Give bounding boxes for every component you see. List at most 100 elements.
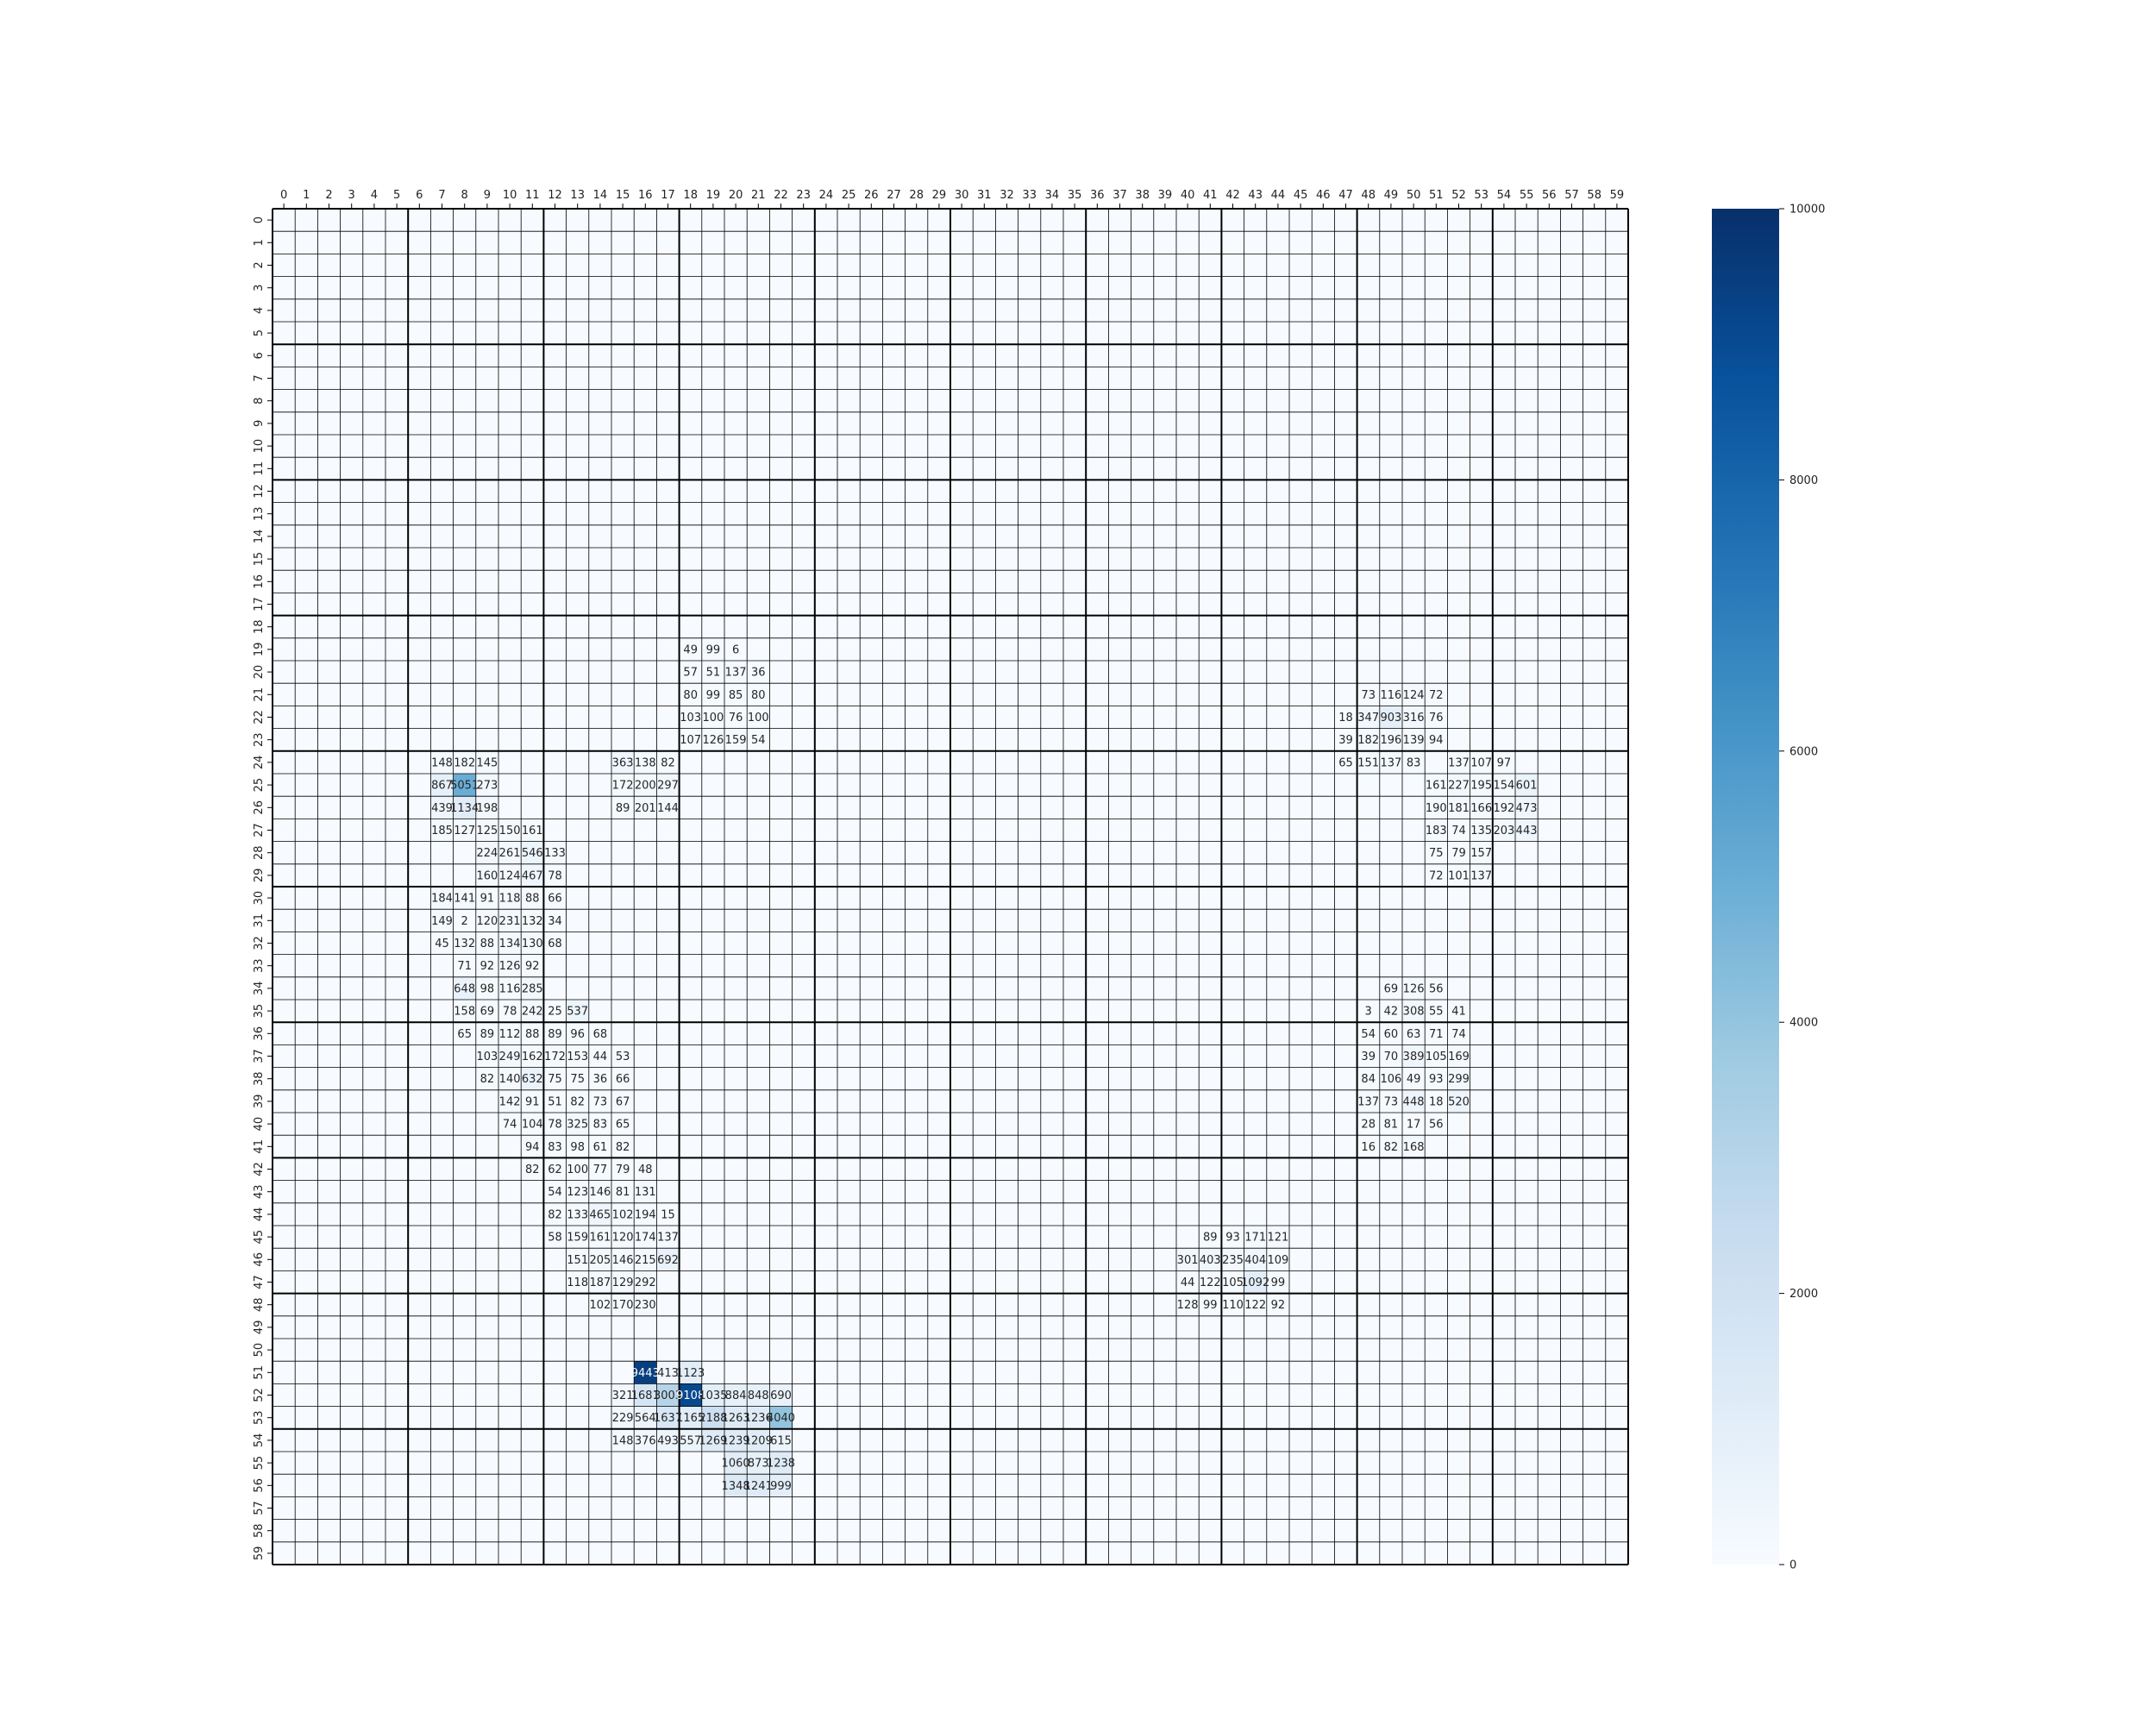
heatmap-cell [430, 796, 454, 819]
cell-value-label: 376 [635, 1434, 656, 1447]
x-tick-label: 5 [393, 189, 400, 202]
cell-value-label: 57 [683, 667, 698, 680]
heatmap-cell [521, 1067, 544, 1090]
cell-value-label: 122 [1244, 1299, 1266, 1312]
x-tick-label: 24 [819, 189, 834, 202]
cell-value-label: 194 [635, 1208, 656, 1221]
heatmap-cell [1221, 1226, 1244, 1249]
x-tick-label: 15 [616, 189, 630, 202]
cell-value-label: 17 [1407, 1119, 1421, 1132]
cell-value-label: 162 [522, 1051, 543, 1063]
cell-value-label: 66 [616, 1073, 630, 1086]
cell-value-label: 60 [1384, 1028, 1399, 1041]
heatmap-cell [521, 954, 544, 977]
cell-value-label: 89 [480, 1028, 495, 1041]
x-tick-label: 4 [371, 189, 378, 202]
heatmap-cell [430, 819, 454, 842]
cell-value-label: 112 [499, 1028, 521, 1041]
heatmap-cell [566, 1226, 589, 1249]
y-tick-label: 36 [253, 1026, 266, 1041]
heatmap-cell [1425, 1089, 1448, 1113]
cell-value-label: 75 [570, 1073, 585, 1086]
x-tick-label: 27 [887, 189, 901, 202]
heatmap-cell [1425, 774, 1448, 797]
cell-value-label: 292 [635, 1276, 656, 1289]
x-tick-label: 32 [1000, 189, 1014, 202]
heatmap-cell [656, 750, 680, 774]
heatmap-cell [543, 863, 567, 887]
y-tick-label: 28 [253, 845, 266, 860]
cell-value-label: 183 [1426, 825, 1447, 837]
heatmap-cell [1425, 1000, 1448, 1023]
cell-value-label: 70 [1384, 1051, 1399, 1063]
cell-value-label: 68 [593, 1028, 608, 1041]
cell-value-label: 145 [476, 756, 498, 769]
cell-value-label: 297 [657, 780, 679, 793]
cell-value-label: 78 [548, 1119, 562, 1132]
y-tick-label: 55 [253, 1456, 266, 1471]
heatmap-cell [498, 863, 522, 887]
heatmap-cell [543, 1202, 567, 1226]
cell-value-label: 99 [706, 689, 721, 702]
heatmap-cell [543, 1022, 567, 1045]
heatmap-cell [1402, 728, 1426, 751]
cell-value-label: 363 [612, 756, 634, 769]
heatmap-cell [1402, 1113, 1426, 1136]
heatmap-cell [1221, 1248, 1244, 1271]
heatmap-cell [1447, 1022, 1470, 1045]
colorbar: 0 2000 4000 6000 8000 10000 [1712, 204, 1825, 1572]
cell-value-label: 1035 [699, 1389, 727, 1402]
cell-value-label: 121 [1267, 1232, 1288, 1245]
cell-value-label: 129 [612, 1276, 634, 1289]
cell-value-label: 75 [1429, 847, 1444, 860]
heatmap-cell [521, 976, 544, 1000]
heatmap-cell [634, 1428, 657, 1452]
cell-value-label: 36 [593, 1073, 608, 1086]
heatmap-cell [1379, 1044, 1402, 1068]
cell-value-label: 127 [454, 825, 475, 837]
y-tick-label: 54 [253, 1433, 266, 1448]
heatmap-cell [475, 819, 498, 842]
heatmap-cell [521, 1157, 544, 1181]
heatmap-cell [1176, 1248, 1200, 1271]
cell-value-label: 93 [1429, 1073, 1444, 1086]
x-tick-label: 6 [416, 189, 423, 202]
x-tick-label: 7 [438, 189, 445, 202]
cell-value-label: 120 [612, 1232, 634, 1245]
heatmap-cell [724, 728, 748, 751]
heatmap-cell [566, 1000, 589, 1023]
cell-value-label: 63 [1407, 1028, 1421, 1041]
y-tick-label: 7 [253, 374, 266, 381]
heatmap-cell [1266, 1226, 1289, 1249]
heatmap-cell [521, 1022, 544, 1045]
colorbar-gradient [1712, 209, 1779, 1565]
x-tick-label: 42 [1225, 189, 1240, 202]
heatmap-cell [588, 1180, 611, 1203]
cell-value-label: 76 [1429, 712, 1444, 724]
x-tick-label: 46 [1316, 189, 1331, 202]
heatmap-cell [1334, 706, 1357, 729]
x-tick-label: 13 [570, 189, 585, 202]
heatmap-cell [1379, 1135, 1402, 1158]
heatmap-cell [543, 1226, 567, 1249]
cell-value-label: 161 [1426, 780, 1447, 793]
y-tick-label: 26 [253, 800, 266, 815]
y-tick-label: 1 [253, 239, 266, 246]
y-tick-label: 4 [253, 307, 266, 314]
cell-value-label: 81 [1384, 1119, 1399, 1132]
x-tick-label: 14 [593, 189, 608, 202]
x-tick-label: 48 [1361, 189, 1376, 202]
heatmap-cell [1447, 1044, 1470, 1068]
heatmap-cell [543, 1067, 567, 1090]
cell-value-label: 3 [1365, 1006, 1372, 1019]
cell-value-label: 80 [751, 689, 766, 702]
heatmap-cell [747, 1474, 770, 1497]
y-tick-label: 41 [253, 1139, 266, 1154]
cell-value-label: 170 [612, 1299, 634, 1312]
cell-value-label: 203 [1493, 825, 1514, 837]
heatmap-cell [475, 932, 498, 955]
y-tick-label: 12 [253, 484, 266, 499]
cell-value-label: 83 [1407, 756, 1421, 769]
cell-value-label: 89 [616, 802, 630, 815]
cell-value-label: 196 [1380, 734, 1401, 747]
